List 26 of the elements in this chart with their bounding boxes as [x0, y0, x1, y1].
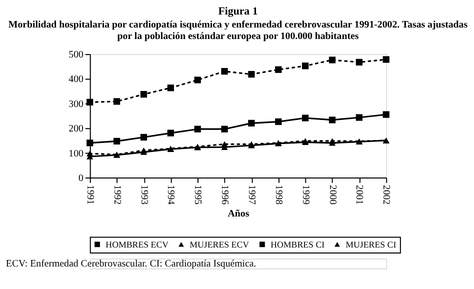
x-tick-label: 1991	[84, 184, 96, 205]
y-tick-label: 400	[68, 74, 84, 86]
legend-label: HOMBRES ECV	[106, 239, 170, 250]
x-axis-title: Años	[228, 208, 250, 220]
y-tick-label: 300	[68, 98, 84, 110]
y-tick-label: 200	[68, 124, 84, 135]
y-tick-label: 0	[78, 172, 84, 184]
x-tick-label: 1994	[165, 184, 176, 205]
x-tick-label: 1999	[300, 184, 311, 205]
legend-label: MUJERES CI	[346, 239, 396, 250]
text: ECV: Enfermedad Cerebrovascular. CI: Cardiopatía Isquémica.	[6, 258, 256, 270]
x-tick-label: 1997	[246, 184, 257, 205]
x-tick-label: 1998	[272, 184, 284, 205]
x-tick-label: 1995	[192, 184, 204, 205]
y-tick-label: 500	[68, 50, 84, 61]
x-tick-label: 2001	[354, 184, 365, 205]
legend-label: HOMBRES CI	[270, 239, 325, 250]
x-tick-label: 2002	[380, 184, 392, 205]
chart-subtitle: Morbilidad hospitalaria por cardiopatía isquémica y enfermedad cerebrovascular 1991-2002. Tasas ajustadas por la población estándar europea por 100.000 habitantes	[8, 19, 468, 42]
x-tick-label: 1993	[138, 184, 150, 205]
x-tick-label: 1996	[219, 184, 230, 205]
x-tick-label: 1992	[111, 184, 122, 205]
x-tick-label: 2000	[326, 184, 338, 205]
chart-title: Figura 1	[218, 6, 258, 18]
y-tick-label: 100	[68, 148, 84, 160]
legend-label: MUJERES ECV	[190, 239, 250, 250]
